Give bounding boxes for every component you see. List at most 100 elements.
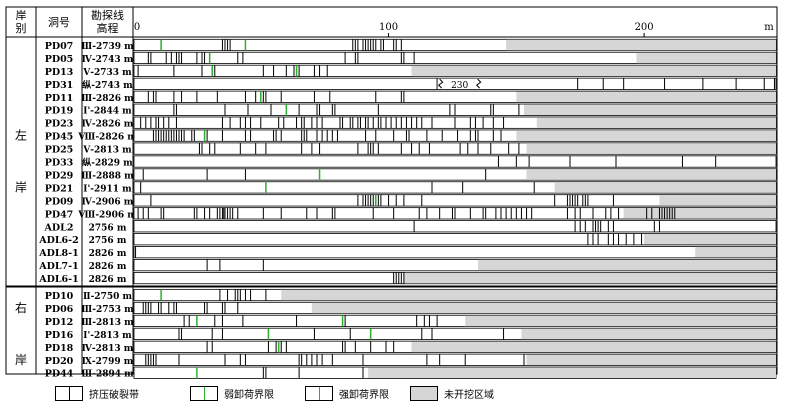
tunnel-elevation: Ⅳ-2813 m: [82, 344, 134, 354]
break-mark-left: [437, 78, 444, 89]
tunnel-id: PD44: [45, 369, 74, 380]
unexcavated-region: [636, 52, 776, 64]
tunnel-elevation: Ⅲ-2826 m: [81, 94, 134, 104]
tunnel-elevation: 2826 m: [89, 275, 127, 285]
tunnel-elevation: 2756 m: [89, 236, 127, 246]
tunnel-elevation: Ⅳ-2743 m: [82, 55, 134, 65]
legend-label-unexcavated: 未开挖区域: [444, 389, 494, 401]
tunnel-id: PD16: [45, 330, 74, 341]
bank-label-bottom: 岸: [15, 353, 27, 367]
tunnel-elevation: Ⅳ-2906 m: [82, 197, 134, 207]
unexcavated-region: [526, 354, 776, 366]
tunnel-elevation: Ⅰ'-2813 m: [83, 331, 132, 341]
legend-label-weak: 弱卸荷界限: [224, 389, 274, 401]
tunnel-id: PD13: [45, 67, 74, 78]
tunnel-id: ADL7-1: [38, 261, 78, 272]
tunnel-id: ADL6-2: [38, 235, 78, 246]
unexcavated-region: [623, 208, 776, 219]
weak-swatch: [190, 385, 218, 401]
tunnel-elevation: Ⅲ-2753 m: [81, 305, 134, 315]
unexcavated-region: [403, 272, 776, 284]
header-elevation-line2: 高程: [97, 21, 119, 35]
tunnel-id: PD20: [45, 356, 74, 367]
header-tunnel: 洞号: [48, 16, 70, 29]
tunnel-id: PD11: [45, 93, 74, 104]
unexcavated-region: [465, 315, 776, 327]
tunnel-elevation: Ⅱ-2750 m: [83, 292, 133, 302]
tunnel-elevation: Ⅷ-2826 m: [77, 133, 137, 143]
header-elevation-line1: 勘探线: [91, 8, 124, 22]
tunnel-id: ADL2: [44, 222, 74, 233]
tunnel-id: PD21: [45, 183, 74, 194]
tunnel-id: PD47: [45, 209, 74, 220]
tunnel-id: PD07: [45, 41, 74, 52]
tunnel-id: PD25: [45, 145, 74, 156]
unexcavated-region: [521, 328, 776, 340]
unexcavated-region: [659, 195, 776, 206]
tunnel-elevation: Ⅴ-2733 m: [82, 68, 132, 78]
axis-unit-label: m: [764, 22, 774, 33]
tunnel-elevation: Ⅲ-2894 m: [81, 370, 134, 380]
tunnel-elevation: Ⅲ-2813 m: [81, 318, 134, 328]
tunnel-elevation: Ⅸ-2799 m: [82, 357, 134, 367]
tunnel-id: PD09: [45, 196, 74, 207]
legend-item-strong: 强卸荷界限: [305, 385, 389, 401]
tunnel-elevation: 纵-2743 m: [82, 79, 133, 91]
unexcavated-region: [554, 182, 776, 193]
strong-swatch: [305, 385, 333, 401]
legend-item-weak: 弱卸荷界限: [190, 385, 274, 401]
crack-swatch: [55, 385, 83, 401]
tunnel-elevation: Ⅰ'-2844 m: [83, 107, 132, 117]
tunnel-id: PD12: [45, 317, 74, 328]
bank-label-bottom: 岸: [15, 181, 27, 195]
tunnel-elevation: Ⅲ-2888 m: [81, 171, 134, 181]
unexcavated-region: [478, 259, 776, 271]
unexcavated-region: [506, 39, 776, 51]
bank-label-top: 左: [15, 128, 27, 143]
axis-tick-label: 100: [379, 22, 398, 33]
break-mark-right: [475, 78, 482, 89]
unexcavated-region: [524, 104, 776, 115]
break-mask: [437, 78, 486, 89]
legend: 挤压破裂带 弱卸荷界限 强卸荷界限 未开挖区域: [0, 383, 790, 405]
bank-label-top: 右: [15, 300, 27, 315]
unexcavated-region: [695, 246, 776, 258]
header-bank-line1: 岸: [16, 9, 27, 22]
tunnel-elevation: Ⅳ-2826 m: [82, 120, 134, 130]
legend-label-crack: 挤压破裂带: [89, 389, 139, 401]
unexcavated-region: [368, 367, 776, 378]
tunnel-id: PD06: [45, 304, 74, 315]
tunnel-elevation: 2826 m: [89, 249, 127, 259]
unexcavated-region: [411, 341, 776, 353]
break-label: 230: [451, 81, 468, 91]
unexcavated-swatch: [410, 385, 438, 401]
unexcavated-region: [644, 233, 776, 245]
tunnel-bar: [133, 246, 777, 259]
tunnel-elevation: 2826 m: [89, 262, 127, 272]
tunnel-id: PD10: [45, 291, 74, 302]
tunnel-id: ADL8-1: [38, 248, 78, 259]
header-bank-line2: 别: [16, 22, 27, 35]
tunnel-elevation: 纵-2829 m: [82, 157, 133, 169]
tunnel-elevation: 2756 m: [89, 223, 127, 233]
tunnel-id: PD45: [45, 132, 74, 143]
unexcavated-region: [526, 169, 776, 180]
tunnel-bar: [133, 220, 777, 233]
unexcavated-region: [536, 117, 776, 128]
tunnel-bar: [133, 155, 777, 168]
tunnel-id: PD31: [45, 80, 74, 91]
tunnel-elevation: Ⅲ-2739 m: [81, 42, 134, 52]
unexcavated-region: [516, 130, 776, 141]
tunnel-id: ADL6-1: [38, 274, 78, 285]
legend-item-unexcavated: 未开挖区域: [410, 385, 494, 401]
legend-item-crack: 挤压破裂带: [55, 385, 139, 401]
unexcavated-region: [281, 289, 776, 301]
tunnel-elevation: Ⅴ-2813 m: [82, 146, 132, 156]
tunnel-id: PD33: [45, 158, 74, 169]
unexcavated-region: [311, 302, 776, 314]
tunnel-elevation: Ⅰ'-2911 m: [83, 184, 132, 194]
axis-tick-label: 0: [134, 22, 140, 33]
tunnel-id: PD19: [45, 106, 74, 117]
unexcavated-region: [411, 65, 776, 77]
